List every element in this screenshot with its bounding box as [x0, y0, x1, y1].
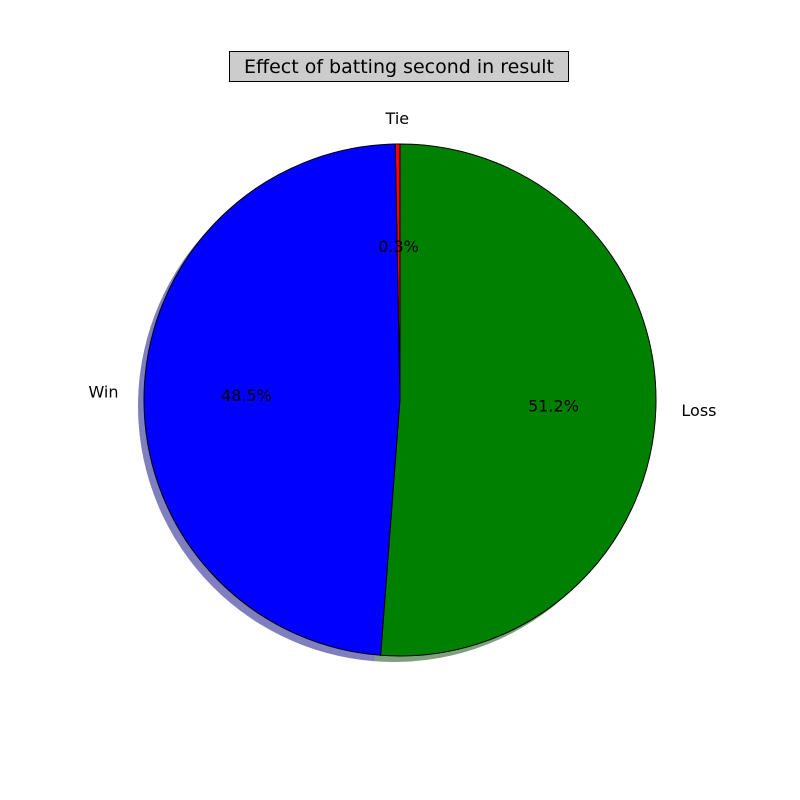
slice-win: [143, 143, 401, 656]
pie-labels: Tie 0.3% Win 48.5% Loss 51.2%: [88, 109, 716, 420]
chart-title: Effect of batting second in result: [229, 51, 569, 82]
slice-pct-tie: 0.3%: [378, 237, 419, 256]
slice-pct-loss: 51.2%: [528, 396, 579, 415]
pie-slices: [143, 143, 657, 657]
slice-label-win: Win: [88, 383, 118, 402]
slice-pct-win: 48.5%: [221, 386, 272, 405]
slice-label-loss: Loss: [681, 401, 716, 420]
slice-loss: [380, 143, 657, 657]
slice-label-tie: Tie: [385, 109, 410, 128]
